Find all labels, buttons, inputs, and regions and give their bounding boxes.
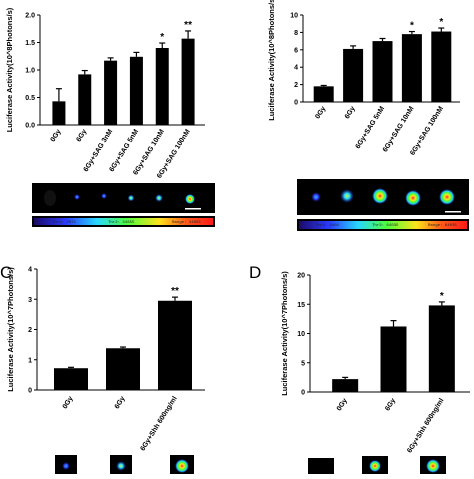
y-tick-label-1-0: 0	[294, 100, 298, 107]
mouse-image-a-4	[127, 194, 135, 202]
x-tick-label-2-2: 6Gy+Shh 600ng/ml	[139, 395, 178, 452]
y-tick-label-0-1: 0.5	[25, 95, 35, 102]
bar-1-0	[313, 86, 334, 102]
y-axis-label-3: Luciferase Activity(10^7Photons/s)	[280, 271, 289, 396]
x-tick-label-3-2: 6Gy+Shh 600ng/ml	[406, 397, 445, 454]
y-tick-label-3-2: 10	[297, 331, 305, 338]
scale-min-a: 0	[35, 221, 38, 225]
bar-0-3	[129, 56, 143, 125]
bar-1-2	[372, 41, 393, 102]
x-tick-label-1-1: 6Gy	[344, 105, 357, 120]
scale-range-b: Range: 64035	[428, 224, 457, 228]
y-tick-label-0-2: 1.0	[25, 68, 35, 75]
y-tick-label-3-1: 5	[301, 360, 305, 367]
mouse-image-b-5	[439, 189, 455, 205]
y-tick-label-3-0: 0	[301, 390, 305, 397]
y-axis-label-2: Luciferase Activity(10^7Photons/s)	[6, 267, 15, 392]
imaging-strip-b	[297, 179, 469, 215]
y-tick-label-2-4: 4	[28, 267, 32, 274]
x-tick-label-3-1: 6Gy	[384, 397, 397, 412]
y-tick-label-0-3: 1.5	[25, 40, 35, 47]
mouse-image-b-1	[311, 192, 321, 202]
y-tick-label-2-3: 3	[28, 297, 32, 304]
significance-1-3: *	[410, 21, 414, 32]
imaging-strip-a	[32, 183, 215, 213]
x-tick-label-1-3: 6Gy+SAG 10nM	[382, 105, 416, 153]
y-tick-label-1-3: 6	[294, 47, 298, 54]
panel-label-2: C	[0, 263, 12, 282]
bar-1-1	[343, 48, 364, 102]
y-tick-label-3-3: 15	[297, 302, 305, 309]
mouse-image-b-2	[340, 189, 354, 203]
scale-thr1-a: Thr1: 2071	[52, 220, 77, 225]
y-tick-label-0-0: 0.0	[25, 123, 35, 130]
panel-a: 0.0 0.5 1.0 1.5 2.0 Luciferase Activity(10^8P…	[5, 7, 205, 180]
scale-thr2-b: Thr2: 64035	[372, 223, 399, 228]
significance-3-2: *	[440, 291, 444, 302]
bar-0-2	[104, 60, 118, 125]
y-axis-label-1: Luciferase Activity(10^8Photons/s)	[267, 0, 276, 121]
panel-b: 0 2 4 6 8 10 Luciferase Activity(10^8Photons/s…	[267, 0, 460, 157]
significance-0-4: *	[160, 32, 164, 43]
y-axis-label-0: Luciferase Activity(10^8Photons/s)	[5, 7, 14, 132]
scale-bar-a	[185, 208, 201, 210]
mouse-image-b-3	[372, 188, 388, 204]
scale-thr2-a: Thr2: 34855	[108, 220, 135, 225]
panel-c: C 0 1 2 3 4 Luciferase Activity(10^7Photons/s)…	[0, 263, 205, 452]
mouse-image-a-6	[185, 194, 195, 204]
y-tick-label-3-4: 20	[297, 273, 305, 280]
significance-1-4: *	[439, 17, 443, 28]
scale-thr1-b: Thr1: 3402	[315, 223, 340, 228]
significance-0-5: **	[184, 20, 192, 31]
significance-2-2: **	[171, 286, 179, 297]
scale-bar-b	[445, 211, 461, 213]
bar-1-3	[401, 34, 422, 102]
bar-0-0	[52, 101, 66, 125]
y-tick-label-2-1: 1	[28, 357, 32, 364]
x-tick-label-0-1: 6Gy	[75, 128, 88, 143]
scale-min-b: 0	[300, 224, 303, 228]
imaging-strip-d	[308, 456, 446, 474]
y-tick-label-0-4: 2.0	[25, 13, 35, 20]
x-tick-label-1-0: 0Gy	[314, 105, 327, 120]
panel-d: D 0 5 10 15 20 Luciferase Activity(10^7Photons…	[249, 263, 470, 454]
y-tick-label-1-4: 8	[294, 30, 298, 37]
bar-3-0	[332, 379, 359, 392]
x-tick-label-3-0: 0Gy	[336, 397, 349, 412]
mouse-image-a-5	[155, 194, 163, 202]
scale-range-a: Range: 34855	[172, 221, 201, 225]
bar-0-4	[155, 48, 169, 125]
y-tick-label-2-0: 0	[28, 388, 32, 395]
x-tick-label-2-0: 0Gy	[62, 395, 75, 410]
mouse-image-a-2	[74, 194, 80, 200]
mouse-image-a-3	[101, 193, 107, 199]
mouse-image-a-1	[44, 190, 56, 206]
bar-0-5	[181, 38, 195, 125]
x-tick-label-0-0: 0Gy	[50, 128, 63, 143]
bar-2-0	[54, 368, 88, 390]
color-scale-b: 0 Thr1: 3402 Thr2: 64035 Range: 64035	[297, 219, 469, 231]
bar-2-2	[158, 300, 192, 390]
x-tick-label-1-4: 6Gy+SAG 100nM	[409, 105, 445, 157]
y-tick-label-1-5: 10	[290, 13, 298, 20]
y-tick-label-1-1: 2	[294, 82, 298, 89]
panel-label-3: D	[249, 263, 261, 282]
y-tick-label-2-2: 2	[28, 327, 32, 334]
imaging-strip-c	[55, 455, 194, 474]
x-tick-label-1-2: 6Gy+SAG 5nM	[355, 105, 387, 150]
bar-0-1	[78, 74, 92, 125]
bar-1-4	[431, 31, 452, 103]
bar-2-1	[106, 348, 140, 390]
x-tick-label-2-1: 6Gy	[114, 395, 127, 410]
y-tick-label-1-2: 4	[294, 65, 298, 72]
bar-3-2	[428, 305, 455, 392]
color-scale-a: 0 Thr1: 2071 Thr2: 34855 Range: 34855	[32, 216, 215, 227]
mouse-image-b-4	[405, 190, 421, 206]
bar-3-1	[380, 326, 407, 392]
